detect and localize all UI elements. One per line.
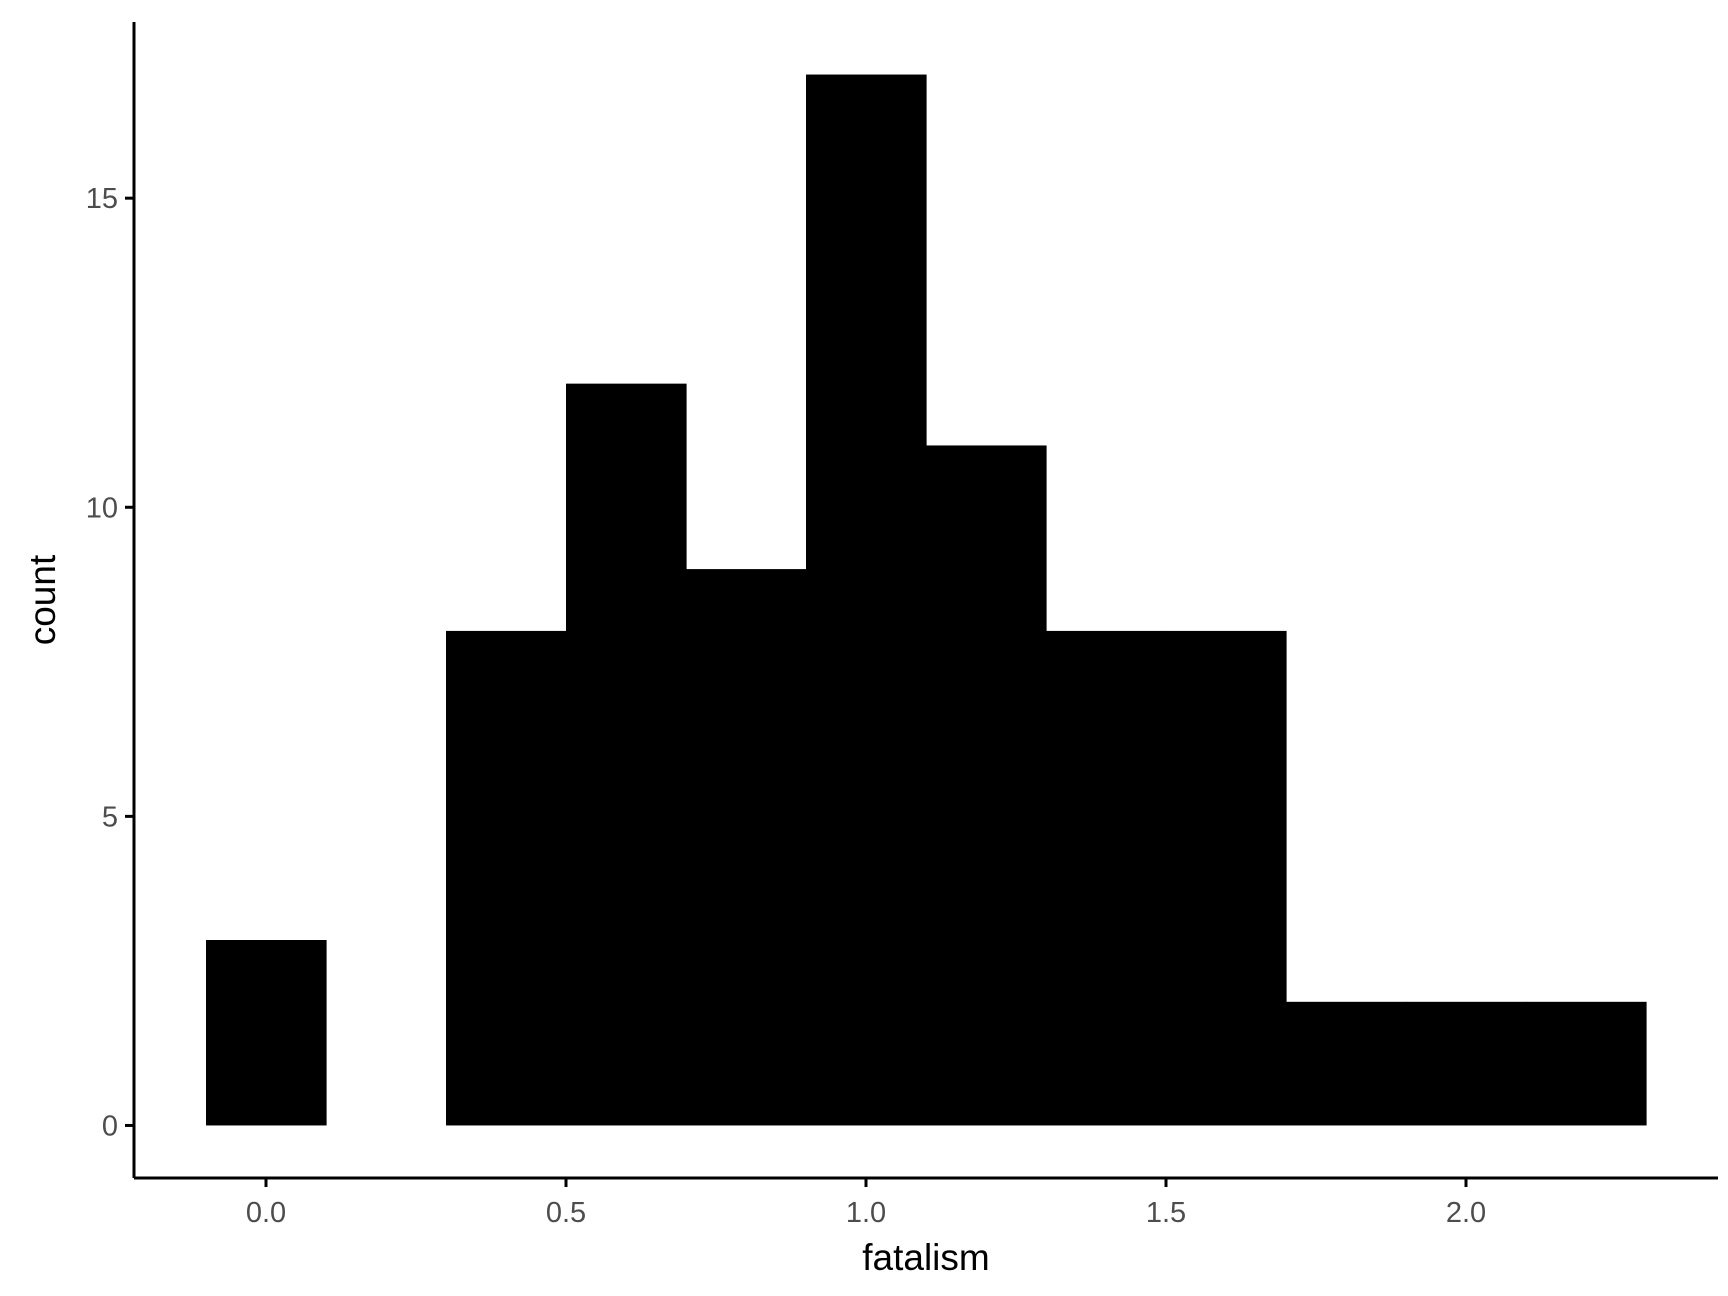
histogram-bar <box>1046 630 1167 1126</box>
histogram-bar <box>1286 1001 1407 1126</box>
x-tick-label: 0.5 <box>546 1197 586 1229</box>
histogram-bar <box>566 383 687 1126</box>
histogram-bar <box>1526 1001 1647 1126</box>
histogram-bar <box>686 569 807 1126</box>
y-tick-label: 10 <box>86 492 118 524</box>
x-tick-label: 0.0 <box>246 1197 286 1229</box>
x-tick-label: 1.5 <box>1146 1197 1186 1229</box>
x-axis-title: fatalism <box>862 1237 989 1278</box>
x-tick-label: 1.0 <box>846 1197 886 1229</box>
histogram-bar <box>206 940 327 1126</box>
histogram-bar <box>806 74 927 1126</box>
y-tick-label: 5 <box>102 801 118 833</box>
x-axis: 0.0 0.5 1.0 1.5 2.0 <box>134 1176 1718 1229</box>
y-axis-title: count <box>22 554 63 645</box>
y-tick-label: 15 <box>86 183 118 215</box>
histogram-bars <box>206 74 1647 1126</box>
histogram-bar <box>446 630 567 1126</box>
y-axis: 0 5 10 15 <box>86 22 136 1178</box>
histogram-bar <box>1406 1001 1527 1126</box>
x-tick-label: 2.0 <box>1446 1197 1486 1229</box>
histogram-bar <box>926 445 1047 1126</box>
y-tick-label: 0 <box>102 1110 118 1142</box>
histogram-bar <box>1166 630 1287 1126</box>
